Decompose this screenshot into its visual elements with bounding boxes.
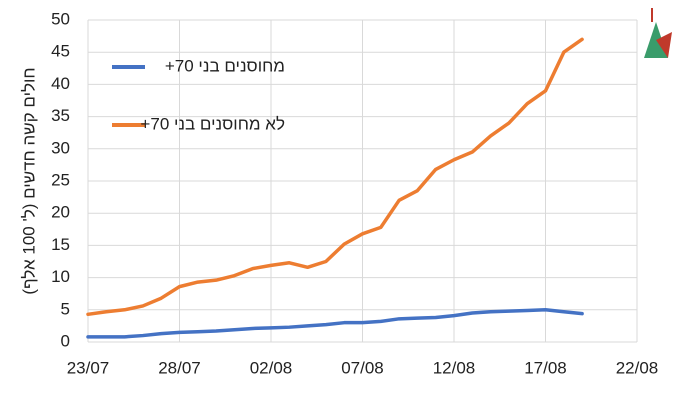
y-tick-label: 40 — [51, 74, 70, 93]
line-series — [86, 37, 584, 317]
x-tick-label: 17/08 — [524, 358, 567, 377]
x-tick-label: 02/08 — [250, 358, 293, 377]
y-tick-label: 0 — [61, 331, 70, 350]
y-tick-label: 50 — [51, 9, 70, 28]
y-tick-label: 35 — [51, 106, 70, 125]
y-tick-label: 10 — [51, 267, 70, 286]
logo — [644, 8, 672, 58]
y-tick-label: 15 — [51, 235, 70, 254]
y-tick-label: 5 — [61, 299, 70, 318]
x-tick-label: 23/07 — [67, 358, 110, 377]
y-tick-label: 25 — [51, 170, 70, 189]
y-axis-label: חולים קשה חדשים (ל' 100 אלף) — [19, 67, 38, 294]
y-tick-label: 30 — [51, 138, 70, 157]
x-tick-label: 28/07 — [158, 358, 201, 377]
legend-label: לא מחוסנים בני 70+ — [140, 114, 285, 133]
legend-label: מחוסנים בני 70+ — [165, 56, 285, 75]
x-tick-label: 22/08 — [616, 358, 659, 377]
line-series — [86, 308, 584, 339]
x-tick-label: 07/08 — [341, 358, 384, 377]
y-tick-label: 20 — [51, 203, 70, 222]
x-tick-label: 12/08 — [433, 358, 476, 377]
y-tick-label: 45 — [51, 42, 70, 61]
